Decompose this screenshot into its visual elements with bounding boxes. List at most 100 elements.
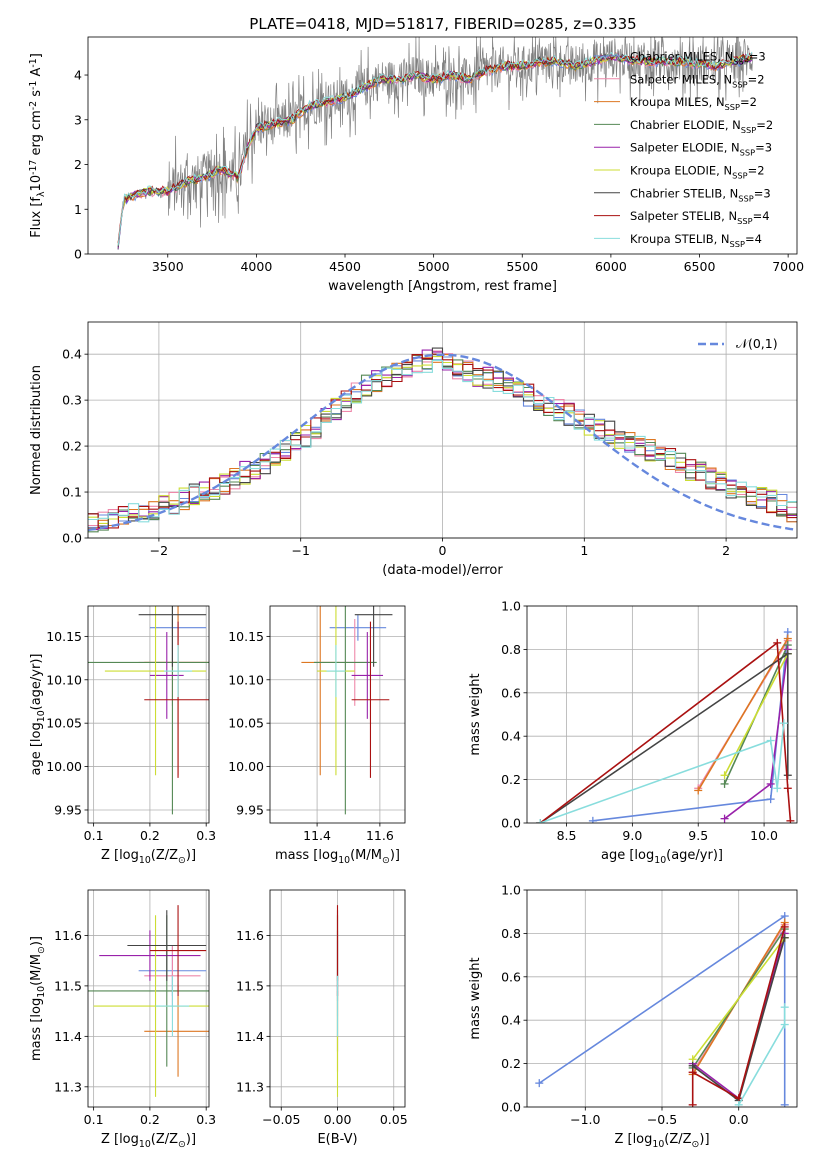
axes-frame <box>526 605 798 824</box>
y-tick-label: 11.3 <box>236 1079 264 1094</box>
y-tick-label: 10.00 <box>228 759 264 774</box>
x-tick-label: 9.0 <box>622 828 642 843</box>
y-tick-label: 0.4 <box>501 729 521 744</box>
x-tick-label: 0.1 <box>84 828 104 843</box>
weight-Z-panel: −1.0 −0.5 0.0 0.0 0.2 0.4 0.6 0.8 1.0 Z [log10(Z/… <box>468 883 798 1150</box>
x-axis-label: Z [log10(Z/Z⊙)] <box>101 848 196 866</box>
normal-distribution-curve <box>88 353 797 532</box>
weight-age-frame: 8.5 9.0 9.5 10.0 0.0 0.2 0.4 0.6 0.8 1.0 age [log1… <box>468 599 798 866</box>
observed-spectrum-line <box>117 37 753 244</box>
y-tick-label: 0.2 <box>62 439 82 454</box>
y-tick-label: 11.3 <box>54 1079 82 1094</box>
x-tick-label: −0.5 <box>647 1112 677 1127</box>
y-tick-label: 9.95 <box>54 802 82 817</box>
x-tick-label: −0.05 <box>262 1112 300 1127</box>
x-tick-label: 6000 <box>595 259 627 274</box>
y-tick-label: 10.10 <box>228 672 264 687</box>
y-tick-label: 1.0 <box>501 599 521 614</box>
x-tick-label: 0.3 <box>196 828 216 843</box>
y-tick-label: 11.6 <box>236 928 264 943</box>
mass-ebv-frame: −0.05 0.00 0.05 11.3 11.4 11.5 11.6 E(B-V) <box>236 889 408 1147</box>
y-tick-label: 11.4 <box>236 1029 264 1044</box>
y-tick-label: 11.5 <box>236 978 264 993</box>
y-tick-label: 0.4 <box>62 347 82 362</box>
mass-Z-panel: 0.1 0.2 0.3 11.3 11.4 11.5 11.6 Z [log10(Z/Z⊙)]… <box>29 889 216 1150</box>
x-tick-label: −1 <box>291 543 309 558</box>
y-axis-label: mass weight <box>468 957 483 1039</box>
y-tick-label: 2 <box>74 157 82 172</box>
mass-ebv-panel: −0.05 0.00 0.05 11.3 11.4 11.5 11.6 E(B-V) <box>236 889 408 1147</box>
spectrum-marks <box>117 37 753 250</box>
y-tick-label: 11.5 <box>54 978 82 993</box>
legend-label: 𝒩(0,1) <box>736 336 778 351</box>
y-tick-label: 10.00 <box>46 759 82 774</box>
y-tick-label: 9.95 <box>236 802 264 817</box>
age-mass-panel: 11.4 11.6 9.95 10.00 10.05 10.10 10.15 mass [lo… <box>228 605 406 866</box>
y-tick-label: 0.6 <box>501 969 521 984</box>
mass-Z-marks <box>88 905 209 1097</box>
x-tick-label: 9.5 <box>688 828 708 843</box>
x-tick-label: 5500 <box>506 259 538 274</box>
x-tick-label: −1.0 <box>570 1112 600 1127</box>
y-tick-label: 11.4 <box>54 1029 82 1044</box>
y-tick-label: 0.0 <box>62 531 82 546</box>
y-tick-label: 10.15 <box>228 629 264 644</box>
y-tick-label: 3 <box>74 112 82 127</box>
x-tick-label: 0.3 <box>196 1112 216 1127</box>
legend-label: Chabrier MILES, NSSP=3 <box>630 50 766 67</box>
x-axis-label: mass [log10(M/M⊙)] <box>275 848 400 866</box>
y-tick-label: 0.2 <box>501 772 521 787</box>
legend-label: Kroupa MILES, NSSP=2 <box>630 95 757 112</box>
y-tick-label: 1 <box>74 202 82 217</box>
model-spectrum-line <box>117 54 753 250</box>
y-tick-label: 0.3 <box>62 393 82 408</box>
age-mass-marks <box>301 606 393 815</box>
y-axis-label: Flux [fλ10-17 erg cm-2 s-1 A-1] <box>28 53 47 238</box>
y-tick-label: 1.0 <box>501 883 521 898</box>
legend-label: Salpeter MILES, NSSP=2 <box>630 72 765 89</box>
spectrum-panel: 3500 4000 4500 5000 5500 6000 6500 7000 0 1 2 3 4 wav… <box>28 36 804 294</box>
residuals-frame: −2 −1 0 1 2 0.0 0.1 0.2 0.3 0.4 (data-model)/error… <box>29 321 798 578</box>
x-tick-label: 0.0 <box>729 1112 749 1127</box>
axes-frame <box>87 36 798 255</box>
y-axis-label: age [log10(age/yr)] <box>29 654 47 776</box>
legend-label: Kroupa STELIB, NSSP=4 <box>630 232 762 249</box>
y-tick-label: 4 <box>74 68 82 83</box>
model-spectrum-line <box>117 51 753 243</box>
x-tick-label: 1 <box>580 543 588 558</box>
x-tick-label: 7000 <box>772 259 804 274</box>
x-axis-label: (data-model)/error <box>382 563 503 578</box>
y-tick-label: 0.0 <box>501 816 521 831</box>
residuals-marks <box>88 347 797 533</box>
x-tick-label: 0.00 <box>324 1112 352 1127</box>
weight-Z-marks <box>535 912 789 1107</box>
x-tick-label: 3500 <box>152 259 184 274</box>
mass-weight-line <box>692 937 786 1060</box>
legend-label: Chabrier ELODIE, NSSP=2 <box>630 118 773 135</box>
x-tick-label: 4500 <box>329 259 361 274</box>
y-tick-label: 0.8 <box>501 642 521 657</box>
y-tick-label: 0.2 <box>501 1056 521 1071</box>
figure-title: PLATE=0418, MJD=51817, FIBERID=0285, z=0… <box>249 15 636 33</box>
y-tick-label: 0.1 <box>62 485 82 500</box>
x-tick-label: 0.1 <box>84 1112 104 1127</box>
legend-label: Chabrier STELIB, NSSP=3 <box>630 186 771 203</box>
age-Z-frame: 0.1 0.2 0.3 9.95 10.00 10.05 10.10 10.15 Z [log1… <box>29 605 216 866</box>
weight-age-panel: 8.5 9.0 9.5 10.0 0.0 0.2 0.4 0.6 0.8 1.0 age [log1… <box>468 599 798 866</box>
x-tick-label: 4000 <box>240 259 272 274</box>
y-tick-label: 10.10 <box>46 672 82 687</box>
y-tick-label: 0.4 <box>501 1013 521 1028</box>
y-tick-label: 0.6 <box>501 685 521 700</box>
spectrum-legend: Chabrier MILES, NSSP=3 Salpeter MILES, NS… <box>594 50 773 249</box>
mass-weight-line <box>539 652 789 823</box>
x-tick-label: 0.2 <box>140 1112 160 1127</box>
y-axis-label: mass [log10(M/M⊙)] <box>29 936 47 1061</box>
age-Z-marks <box>88 606 209 815</box>
y-tick-label: 0.0 <box>501 1100 521 1115</box>
x-tick-label: 11.6 <box>366 828 394 843</box>
x-tick-label: 5000 <box>418 259 450 274</box>
x-tick-label: −2 <box>150 543 168 558</box>
x-axis-label: wavelength [Angstrom, rest frame] <box>328 279 557 294</box>
legend-label: Salpeter STELIB, NSSP=4 <box>630 209 770 226</box>
